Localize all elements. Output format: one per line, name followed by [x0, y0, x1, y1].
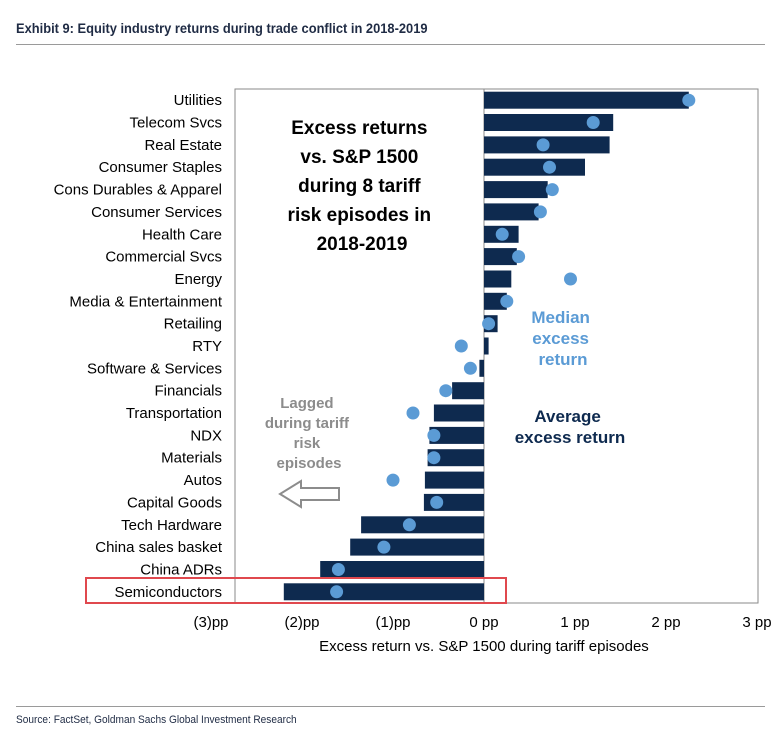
bar-ndx	[429, 426, 484, 444]
category-label: Retailing	[164, 316, 222, 333]
median-dot-autos	[386, 473, 400, 487]
median-dot-china-adrs	[331, 563, 345, 576]
median-dot-transportation	[406, 406, 420, 420]
bar-commercial-svcs	[484, 248, 517, 266]
median-dot-cons-durables-apparel	[545, 183, 559, 197]
median-dot-tech-hardware	[402, 518, 416, 532]
category-label: Transportation	[126, 405, 222, 422]
category-label: Energy	[174, 271, 222, 288]
median-dot-materials	[427, 451, 441, 465]
median-dot-software-services	[463, 361, 477, 375]
lagged-annotation: Lagged during tariff risk episodes	[265, 395, 353, 472]
bar-semiconductors	[283, 583, 484, 601]
median-dot-ndx	[427, 428, 441, 442]
category-label: Health Care	[142, 226, 222, 243]
bar-consumer-services	[484, 203, 539, 221]
median-dot-health-care	[495, 227, 509, 241]
median-dot-energy	[564, 272, 577, 286]
headline-annotation: Excess returns vs. S&P 1500 during 8 tar…	[288, 118, 437, 255]
category-labels: Utilities Telecom Svcs Real Estate Consumer…	[54, 92, 223, 601]
x-tick-label: 3 pp	[742, 614, 771, 631]
median-dot-media-entertainment	[500, 294, 514, 308]
exhibit-title: Exhibit 9: Equity industry returns durin…	[16, 20, 428, 36]
median-annotation: Median excess return	[531, 308, 594, 369]
category-label: Software & Services	[87, 360, 222, 377]
x-axis-label: Excess return vs. S&P 1500 during tariff…	[319, 638, 649, 655]
x-tick-label: 0 pp	[469, 614, 498, 631]
median-dot-capital-goods	[430, 495, 444, 509]
source-note: Source: FactSet, Goldman Sachs Global In…	[16, 714, 297, 726]
bar-autos	[424, 471, 484, 489]
x-tick-label: 1 pp	[560, 614, 589, 631]
bar-transportation	[433, 404, 484, 422]
average-annotation: Average excess return	[515, 407, 626, 447]
category-label: Autos	[184, 472, 222, 489]
semiconductors-highlight-box	[85, 577, 507, 604]
category-label: Capital Goods	[127, 494, 222, 511]
category-label: Commercial Svcs	[105, 249, 222, 266]
median-dot-china-sales-basket	[377, 540, 391, 554]
bar-media-entertainment	[484, 292, 507, 310]
median-dot-rty	[454, 339, 468, 353]
bar-financials	[452, 382, 484, 400]
category-label: Cons Durables & Apparel	[54, 182, 222, 199]
top-rule	[16, 44, 765, 45]
bar-utilities	[484, 91, 689, 109]
bar-china-sales-basket	[350, 538, 484, 556]
category-label: Consumer Services	[91, 204, 222, 221]
median-dot-consumer-staples	[543, 160, 556, 174]
bar-rty	[484, 337, 489, 355]
dots-layer	[330, 93, 696, 599]
median-dot-financials	[439, 384, 453, 398]
bar-telecom-svcs	[484, 114, 614, 131]
bar-materials	[427, 449, 484, 467]
category-label: Telecom Svcs	[129, 115, 222, 132]
bar-software-services	[479, 359, 484, 377]
category-label: Utilities	[174, 92, 222, 109]
x-tick-label: (3)pp	[193, 614, 228, 631]
category-label: Tech Hardware	[121, 517, 222, 534]
median-dot-real-estate	[536, 138, 550, 152]
median-dot-consumer-services	[533, 205, 547, 219]
bar-consumer-staples	[484, 158, 585, 176]
category-label: Semiconductors	[114, 584, 222, 601]
bar-cons-durables-apparel	[484, 181, 548, 199]
bar-energy	[484, 270, 512, 288]
bar-china-adrs	[320, 561, 484, 578]
category-label: NDX	[190, 427, 222, 444]
category-label: China ADRs	[140, 562, 222, 579]
x-tick-label: 2 pp	[651, 614, 680, 631]
median-dot-retailing	[482, 317, 496, 331]
category-label: Media & Entertainment	[69, 293, 222, 310]
category-label: RTY	[192, 338, 222, 355]
x-tick-label: (1)pp	[375, 614, 410, 631]
bar-tech-hardware	[361, 516, 484, 534]
median-dot-telecom-svcs	[586, 116, 600, 129]
category-label: Real Estate	[144, 137, 222, 154]
left-arrow-icon	[278, 479, 340, 509]
category-label: China sales basket	[95, 539, 223, 556]
median-dot-utilities	[682, 93, 696, 107]
x-tick-label: (2)pp	[284, 614, 319, 631]
x-tick-labels: (3)pp (2)pp (1)pp 0 pp 1 pp 2 pp 3 pp	[193, 614, 771, 631]
category-label: Materials	[161, 450, 222, 467]
bottom-rule	[16, 706, 765, 707]
category-label: Consumer Staples	[99, 159, 222, 176]
median-dot-commercial-svcs	[512, 250, 526, 264]
median-dot-semiconductors	[330, 585, 344, 599]
category-label: Financials	[154, 383, 222, 400]
